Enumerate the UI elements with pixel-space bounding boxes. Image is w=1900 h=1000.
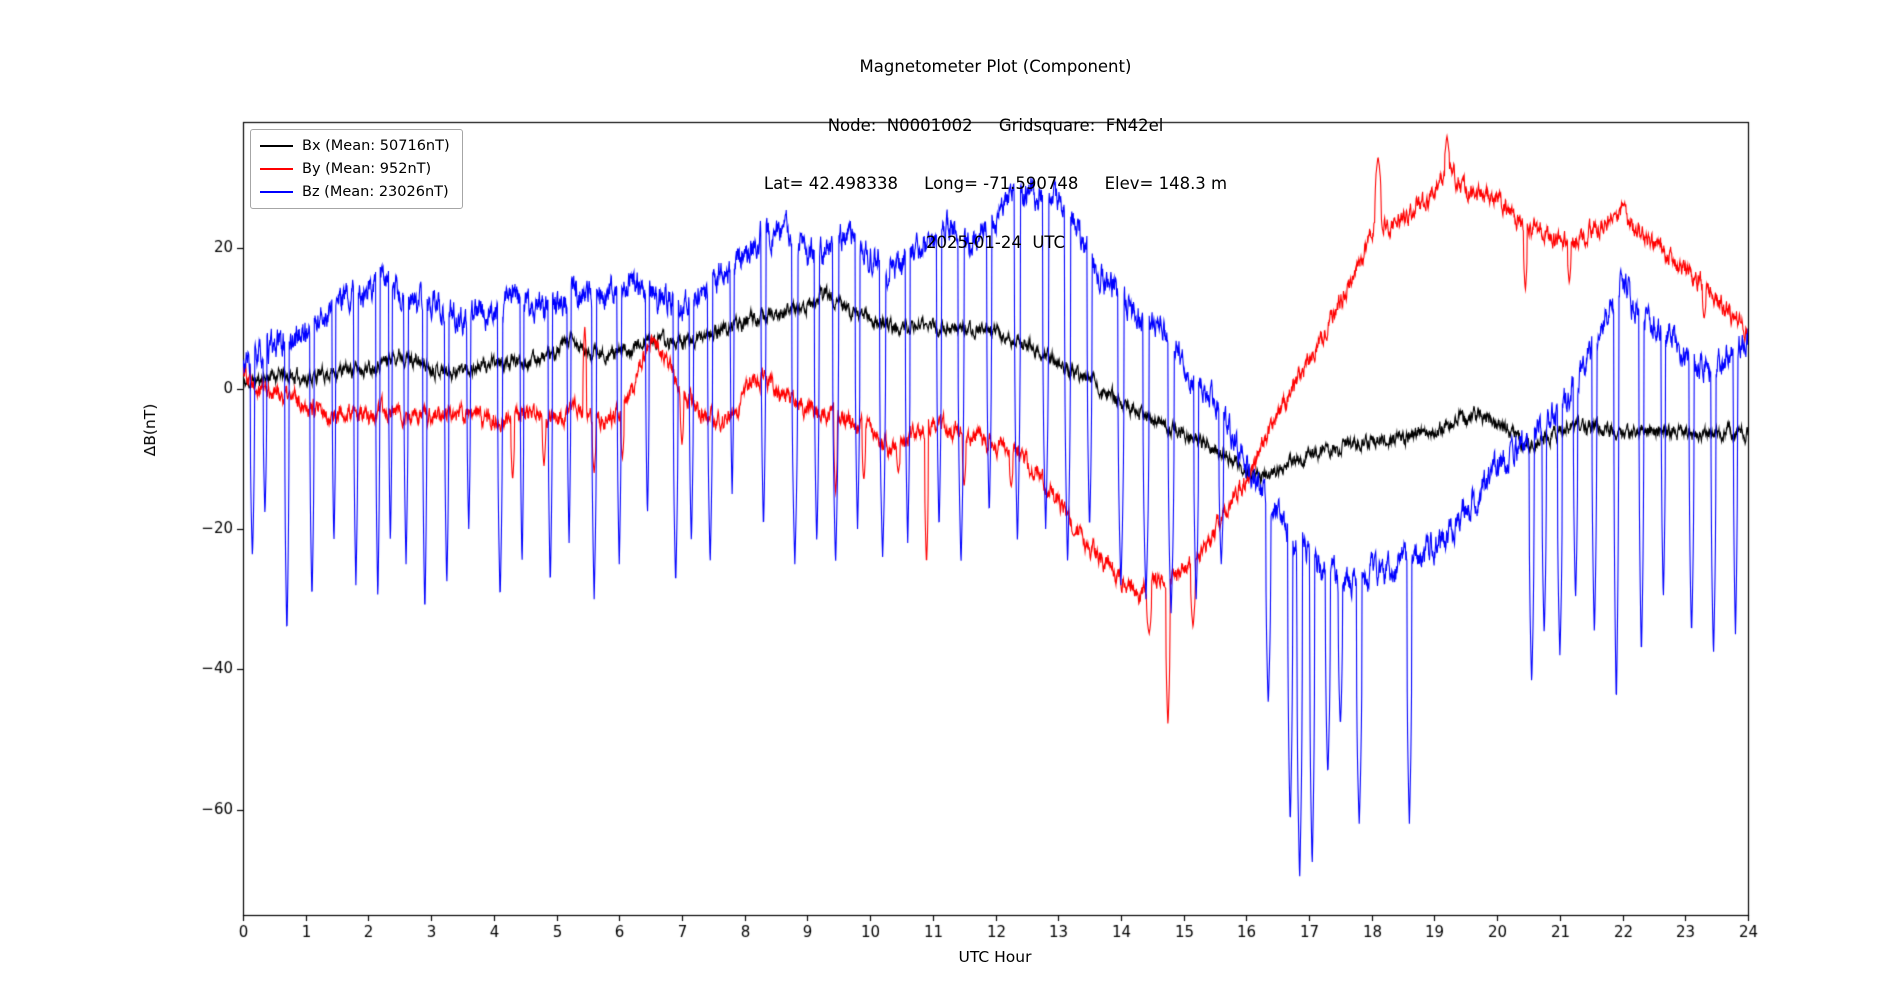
chart-subtitle-node: Node: N0001002 Gridsquare: FN42el <box>827 115 1164 135</box>
y-axis-label: ΔB(nT) <box>141 403 159 457</box>
x-axis-label: UTC Hour <box>958 948 1032 966</box>
legend-entry-bx: Bx (Mean: 50716nT) <box>260 138 450 154</box>
chart-title-block: Magnetometer Plot (Component) Node: N000… <box>243 18 1748 291</box>
chart-title: Magnetometer Plot (Component) <box>859 57 1132 76</box>
legend-label-bz: Bz (Mean: 23026nT) <box>302 184 449 200</box>
legend: Bx (Mean: 50716nT) By (Mean: 952nT) Bz (… <box>250 129 463 209</box>
by-line-swatch <box>260 168 293 170</box>
chart-subtitle-location: Lat= 42.498338 Long= -71.590748 Elev= 14… <box>763 174 1228 193</box>
bx-line-swatch <box>260 145 293 147</box>
legend-label-bx: Bx (Mean: 50716nT) <box>302 138 450 154</box>
legend-entry-by: By (Mean: 952nT) <box>260 161 450 177</box>
legend-entry-bz: Bz (Mean: 23026nT) <box>260 184 450 200</box>
bz-line-swatch <box>260 191 293 193</box>
chart-subtitle-date: 2025-01-24 UTC <box>925 232 1066 252</box>
legend-label-by: By (Mean: 952nT) <box>302 161 432 177</box>
